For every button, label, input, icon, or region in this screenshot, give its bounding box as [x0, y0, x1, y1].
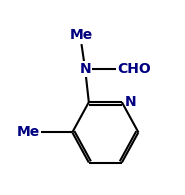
Text: N: N	[79, 62, 91, 76]
Text: Me: Me	[70, 28, 93, 42]
Text: N: N	[125, 95, 137, 109]
Text: Me: Me	[17, 125, 40, 139]
Text: CHO: CHO	[117, 62, 151, 76]
